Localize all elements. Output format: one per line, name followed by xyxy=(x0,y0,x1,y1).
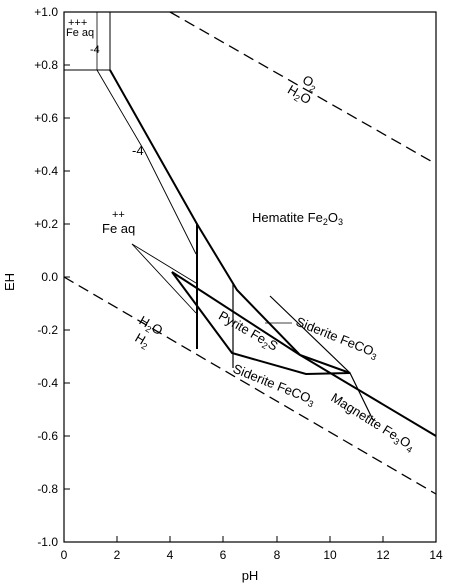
h2-bot-label: H2 xyxy=(132,330,153,352)
minus4-mid-label: -4 xyxy=(132,143,144,158)
x-tick-label: 4 xyxy=(167,548,174,562)
x-tick-label: 14 xyxy=(429,548,443,562)
y-tick-label: -0.4 xyxy=(37,376,58,390)
x-axis-title: pH xyxy=(242,568,259,583)
x-axis: 0 2 4 6 8 10 12 14 xyxy=(61,536,443,562)
y-tick-label: +0.8 xyxy=(34,58,58,72)
pyrite-label: Pyrite Fe2S xyxy=(215,308,281,356)
fe2-wedge-upper xyxy=(131,243,197,284)
fe2-plus-label: ++ xyxy=(112,209,125,221)
x-tick-label: 6 xyxy=(220,548,227,562)
y-tick-label: -1.0 xyxy=(37,535,58,549)
pyrite-field-outline xyxy=(171,271,351,376)
y-tick-label: -0.2 xyxy=(37,323,58,337)
hematite-magnetite-boundary xyxy=(196,223,437,437)
magnetite-label-group: Magnetite Fe3O4 xyxy=(327,390,417,455)
siderite-magnetite-boundary xyxy=(269,295,374,421)
y-tick-label: +0.4 xyxy=(34,164,58,178)
x-tick-label: 12 xyxy=(376,548,390,562)
y-tick-label: -0.6 xyxy=(37,429,58,443)
x-tick-label: 8 xyxy=(274,548,281,562)
hematite-label: Hematite Fe2O3 xyxy=(252,210,343,227)
y-tick-label: +0.6 xyxy=(34,111,58,125)
h2o-h2-boundary xyxy=(63,276,437,495)
plot-frame xyxy=(63,11,437,543)
y-tick-label: +0.2 xyxy=(34,217,58,231)
fe2-aq-label: Fe aq xyxy=(102,221,135,236)
o2-label: O2 xyxy=(299,72,321,94)
siderite-upper-label: Siderite FeCO3 xyxy=(293,314,380,362)
y-axis-title: EH xyxy=(2,273,17,291)
y-tick-label: 0.0 xyxy=(41,270,58,284)
o2-h2o-boundary xyxy=(169,11,437,165)
fe3-aq-label: Fe aq xyxy=(66,27,94,39)
magnetite-label: Magnetite Fe3O4 xyxy=(327,390,417,455)
fe2-minus4-contour xyxy=(96,69,197,255)
siderite-lower-label-group: Siderite FeCO3 xyxy=(230,361,317,409)
x-tick-label: 0 xyxy=(61,548,68,562)
siderite-lower-label: Siderite FeCO3 xyxy=(230,361,317,409)
minus4-top-label: -4 xyxy=(90,44,100,56)
y-axis: +1.0 +0.8 +0.6 +0.4 +0.2 0.0 -0.2 -0.4 -… xyxy=(34,5,70,549)
fe3-plus-label: +++ xyxy=(68,17,87,29)
x-tick-label: 2 xyxy=(114,548,121,562)
y-tick-label: -0.8 xyxy=(37,482,58,496)
x-tick-label: 10 xyxy=(323,548,337,562)
h2o-h2-label: H2O H2 xyxy=(132,313,166,352)
siderite-upper-label-group: Siderite FeCO3 xyxy=(293,314,380,362)
fe2-wedge-lower xyxy=(131,243,197,314)
pyrite-label-group: Pyrite Fe2S xyxy=(215,308,281,356)
y-tick-label: +1.0 xyxy=(34,5,58,19)
